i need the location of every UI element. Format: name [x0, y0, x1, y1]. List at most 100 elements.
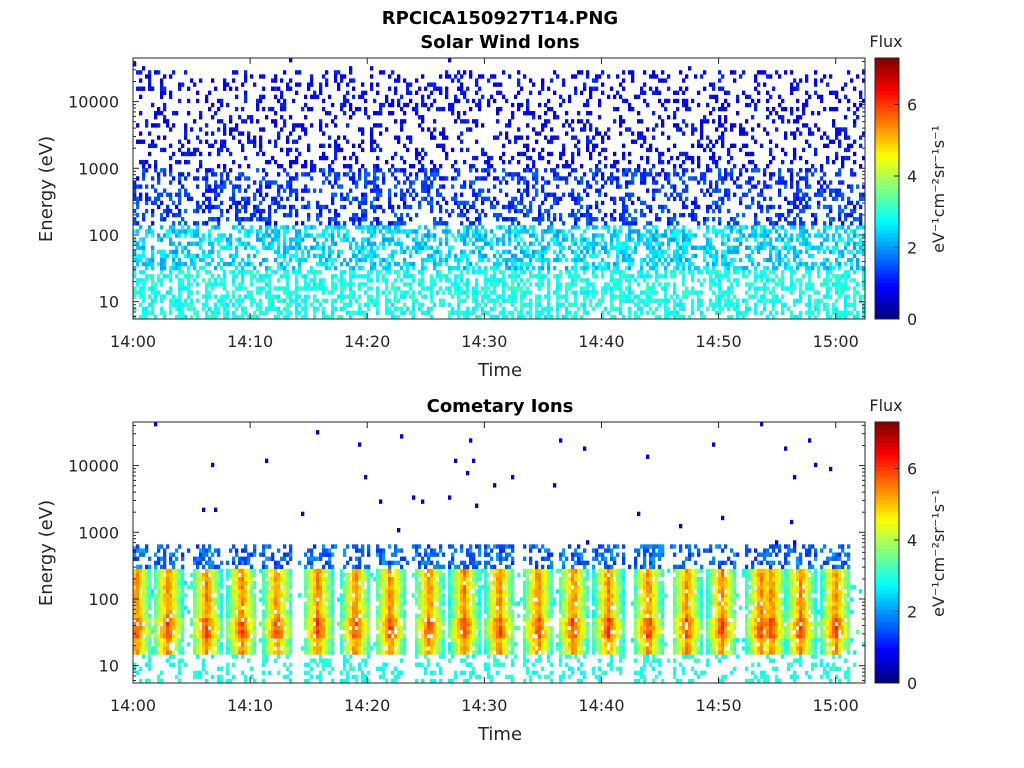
heatmap-cell: [727, 192, 731, 197]
heatmap-cell: [283, 298, 287, 303]
heatmap-cell: [400, 249, 404, 255]
heatmap-cell: [709, 168, 713, 173]
heatmap-cell: [799, 176, 803, 181]
heatmap-cell: [328, 172, 332, 177]
heatmap-cell: [334, 217, 338, 222]
heatmap-cell: [259, 184, 263, 189]
heatmap-cell: [451, 102, 455, 108]
heatmap-cell: [379, 221, 383, 226]
heatmap-cell: [574, 135, 578, 140]
heatmap-cell: [499, 310, 503, 316]
heatmap-cell: [781, 302, 785, 308]
heatmap-cell: [373, 139, 377, 144]
heatmap-cell: [514, 265, 518, 271]
heatmap-cell: [142, 253, 146, 259]
heatmap-cell: [361, 208, 365, 214]
heatmap-cell: [328, 135, 332, 140]
heatmap-cell: [697, 180, 701, 185]
heatmap-cell: [697, 225, 701, 230]
heatmap-cell: [307, 217, 311, 222]
heatmap-cell: [712, 270, 716, 275]
heatmap-cell: [484, 278, 488, 283]
heatmap-cell: [406, 290, 410, 295]
heatmap-cell: [541, 237, 545, 242]
heatmap-cell: [580, 119, 584, 124]
heatmap-cell: [151, 229, 155, 234]
heatmap-cell: [802, 204, 806, 210]
heatmap-cell: [301, 298, 305, 303]
heatmap-cell: [376, 294, 380, 299]
heatmap-cell: [730, 176, 734, 181]
heatmap-cell: [679, 298, 683, 303]
heatmap-cell: [535, 302, 539, 308]
heatmap-cell: [418, 204, 422, 210]
heatmap-cell: [541, 212, 545, 218]
heatmap-cell: [595, 180, 599, 185]
heatmap-cell: [295, 221, 299, 226]
heatmap-cell: [502, 257, 506, 263]
heatmap-cell: [223, 233, 227, 238]
heatmap-cell: [289, 241, 293, 246]
heatmap-cell: [460, 200, 464, 206]
heatmap-cell: [754, 217, 758, 222]
heatmap-cell: [409, 82, 413, 87]
heatmap-cell: [283, 106, 287, 112]
heatmap-cell: [472, 265, 476, 271]
heatmap-cell: [460, 233, 464, 238]
heatmap-cell: [322, 282, 326, 287]
heatmap-cell: [268, 306, 272, 312]
heatmap-cell: [619, 270, 623, 275]
heatmap-cell: [259, 212, 263, 218]
heatmap-cell: [673, 172, 677, 177]
heatmap-cell: [763, 245, 767, 250]
heatmap-cell: [625, 192, 629, 197]
heatmap-cell: [697, 221, 701, 226]
heatmap-cell: [652, 135, 656, 140]
heatmap-cell: [517, 229, 521, 234]
heatmap-cell: [469, 70, 473, 75]
heatmap-cell: [376, 176, 380, 181]
heatmap-cell: [190, 257, 194, 263]
heatmap-cell: [655, 237, 659, 242]
heatmap-cell: [442, 302, 446, 308]
heatmap-cell: [316, 306, 320, 312]
heatmap-cell: [556, 172, 560, 177]
heatmap-cell: [559, 217, 563, 222]
heatmap-cell: [433, 257, 437, 263]
heatmap-cell: [439, 204, 443, 210]
heatmap-cell: [658, 282, 662, 287]
heatmap-cell: [589, 212, 593, 218]
heatmap-cell: [391, 164, 395, 169]
heatmap-cell: [310, 302, 314, 308]
heatmap-cell: [700, 302, 704, 308]
heatmap-cell: [727, 90, 731, 96]
heatmap-cell: [277, 245, 281, 250]
heatmap-cell: [439, 176, 443, 181]
heatmap-cell: [316, 261, 320, 267]
heatmap-cell: [364, 237, 368, 242]
heatmap-cell: [214, 192, 218, 197]
heatmap-cell: [688, 265, 692, 271]
heatmap-cell: [508, 237, 512, 242]
heatmap-cell: [433, 168, 437, 173]
heatmap-cell: [448, 229, 452, 234]
heatmap-cell: [421, 94, 425, 100]
heatmap-cell: [805, 90, 809, 96]
heatmap-cell: [763, 257, 767, 263]
heatmap-cell: [502, 204, 506, 210]
heatmap-cell: [403, 261, 407, 267]
heatmap-cell: [238, 282, 242, 287]
heatmap-cell: [598, 208, 602, 214]
heatmap-cell: [574, 265, 578, 271]
heatmap-cell: [322, 278, 326, 283]
heatmap-cell: [265, 221, 269, 226]
heatmap-cell: [490, 265, 494, 271]
heatmap-cell: [619, 306, 623, 312]
heatmap-cell: [475, 306, 479, 312]
heatmap-cell: [154, 164, 158, 169]
heatmap-cell: [388, 188, 392, 193]
heatmap-cell: [517, 78, 521, 83]
heatmap-cell: [268, 106, 272, 112]
heatmap-cell: [283, 237, 287, 242]
heatmap-cell: [148, 294, 152, 299]
